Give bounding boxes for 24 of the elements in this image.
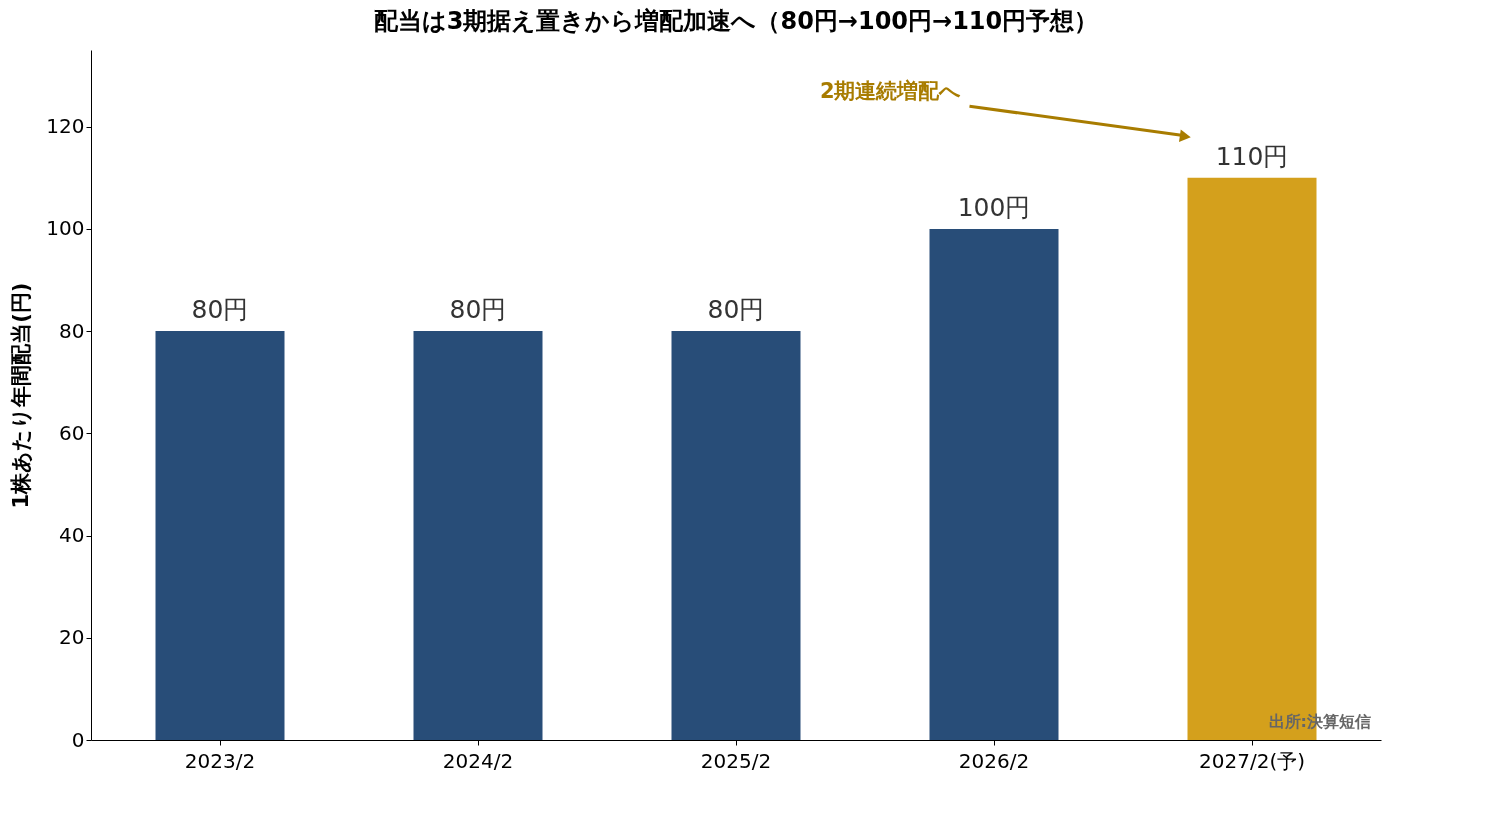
data-label: 100円 (957, 192, 1031, 222)
y-axis-title: 1株あたり年間配当(円) (9, 282, 34, 509)
bar (929, 228, 1059, 740)
data-label: 80円 (707, 295, 765, 325)
bar (413, 331, 543, 740)
data-label: 80円 (449, 295, 507, 325)
annotation: 2期連続増配へ (819, 79, 962, 104)
data-label: 110円 (1215, 141, 1289, 171)
y-tick-label: 100 (46, 216, 85, 241)
y-tick-label: 0 (71, 727, 85, 752)
y-tick-label: 120 (46, 114, 85, 139)
x-tick-label: 2024/2 (442, 748, 514, 773)
y-tick-label: 20 (59, 625, 85, 650)
y-tick-label: 60 (59, 420, 85, 445)
x-tick-label: 2023/2 (184, 748, 256, 773)
bar (155, 331, 285, 740)
x-tick-label: 2025/2 (700, 748, 772, 773)
bar (671, 331, 801, 740)
y-tick-label: 40 (59, 523, 85, 548)
data-label: 80円 (191, 295, 249, 325)
y-tick-label: 80 (59, 318, 85, 343)
chart-title: 配当は3期据え置きから増配加速へ（80円→100円→110円予想） (373, 7, 1099, 35)
x-tick-label: 2027/2(予) (1199, 748, 1305, 773)
x-tick-label: 2026/2 (958, 748, 1030, 773)
